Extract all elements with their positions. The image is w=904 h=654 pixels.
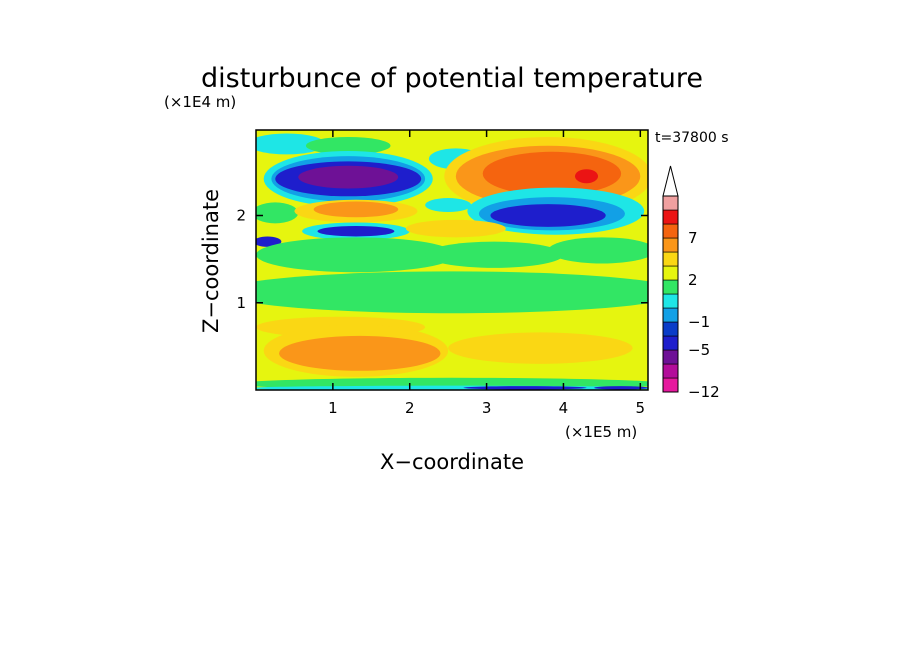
colorbar-segment	[662, 279, 679, 295]
y-unit-label: (×1E4 m)	[164, 93, 236, 111]
y-tick-label: 2	[236, 207, 246, 225]
colorbar-tick-label: −1	[688, 313, 710, 331]
x-tick-label: 1	[328, 399, 338, 417]
colorbar-tick-label: 7	[688, 229, 698, 247]
colorbar-tick-label: −5	[688, 341, 710, 359]
contour-region-20	[405, 219, 506, 238]
colorbar-segment	[662, 307, 679, 323]
x-unit-label: (×1E5 m)	[565, 423, 637, 441]
x-tick-label: 2	[405, 399, 415, 417]
contour-region-17	[490, 204, 606, 227]
x-tick-label: 4	[559, 399, 569, 417]
contour-region-21	[256, 236, 282, 247]
contour-region-1	[305, 136, 391, 155]
plot-frame	[255, 129, 649, 391]
colorbar: −12−5−127	[662, 165, 720, 401]
contour-region-33	[594, 386, 648, 390]
plot-area	[255, 129, 649, 391]
colorbar-tick-label: 2	[688, 271, 698, 289]
contour-region-19	[317, 225, 395, 237]
y-axis-ticks: 12	[236, 207, 648, 312]
colorbar-segment	[662, 265, 679, 281]
x-tick-label: 5	[636, 399, 646, 417]
colorbar-frame	[662, 195, 679, 393]
contour-region-32	[463, 386, 587, 390]
colorbar-tick-label: −12	[688, 383, 720, 401]
colorbar-segment	[662, 335, 679, 351]
x-axis-label: X−coordinate	[380, 450, 524, 474]
contour-region-11	[256, 202, 299, 224]
y-tick-label: 1	[236, 294, 246, 312]
contour-region-23	[425, 241, 564, 268]
x-tick-label: 3	[482, 399, 492, 417]
colorbar-segment	[662, 195, 679, 211]
time-label: t=37800 s	[655, 130, 729, 146]
chart-title: disturbunce of potential temperature	[201, 63, 703, 94]
colorbar-segment	[662, 293, 679, 309]
colorbar-segment	[662, 321, 679, 337]
colorbar-segment	[662, 237, 679, 253]
contour-region-24	[548, 237, 648, 264]
contour-region-0	[256, 133, 326, 155]
contour-fills	[256, 133, 648, 390]
contour-region-10	[574, 169, 599, 184]
contour-region-6	[298, 165, 399, 189]
contour-region-9	[482, 151, 622, 196]
colorbar-segment	[662, 349, 679, 365]
contour-region-29	[448, 332, 633, 364]
colorbar-segment	[662, 363, 679, 379]
colorbar-segment	[662, 377, 679, 393]
contour-region-25	[256, 271, 648, 314]
contour-region-13	[313, 201, 399, 218]
contour-region-22	[256, 237, 456, 273]
colorbar-segment	[662, 209, 679, 225]
y-axis-label: Z−coordinate	[199, 189, 223, 333]
colorbar-extend-arrow	[662, 165, 679, 197]
x-axis-ticks: 1 2 3 4 5	[328, 130, 645, 417]
colorbar-segment	[662, 223, 679, 239]
colorbar-segment	[662, 251, 679, 267]
contour-region-14	[425, 198, 472, 213]
contour-region-28	[279, 335, 441, 371]
